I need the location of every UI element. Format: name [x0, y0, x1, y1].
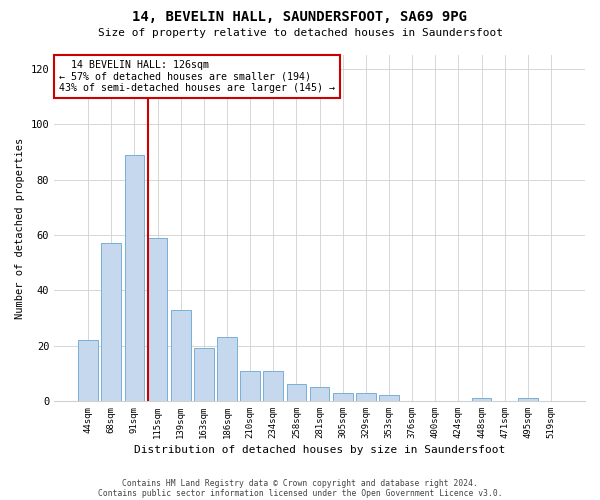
Text: Contains HM Land Registry data © Crown copyright and database right 2024.: Contains HM Land Registry data © Crown c…: [122, 478, 478, 488]
Text: 14 BEVELIN HALL: 126sqm
← 57% of detached houses are smaller (194)
43% of semi-d: 14 BEVELIN HALL: 126sqm ← 57% of detache…: [59, 60, 335, 94]
Bar: [518, 398, 538, 401]
Bar: [78, 340, 98, 401]
Bar: [125, 154, 144, 401]
Bar: [333, 392, 353, 401]
Bar: [356, 392, 376, 401]
Bar: [217, 338, 237, 401]
Text: Size of property relative to detached houses in Saundersfoot: Size of property relative to detached ho…: [97, 28, 503, 38]
Bar: [101, 243, 121, 401]
Y-axis label: Number of detached properties: Number of detached properties: [15, 138, 25, 318]
Bar: [241, 370, 260, 401]
Bar: [287, 384, 306, 401]
Bar: [194, 348, 214, 401]
Bar: [263, 370, 283, 401]
Bar: [310, 387, 329, 401]
Bar: [472, 398, 491, 401]
Text: 14, BEVELIN HALL, SAUNDERSFOOT, SA69 9PG: 14, BEVELIN HALL, SAUNDERSFOOT, SA69 9PG: [133, 10, 467, 24]
Bar: [148, 238, 167, 401]
Bar: [379, 396, 399, 401]
Text: Contains public sector information licensed under the Open Government Licence v3: Contains public sector information licen…: [98, 488, 502, 498]
Bar: [171, 310, 191, 401]
X-axis label: Distribution of detached houses by size in Saundersfoot: Distribution of detached houses by size …: [134, 445, 505, 455]
